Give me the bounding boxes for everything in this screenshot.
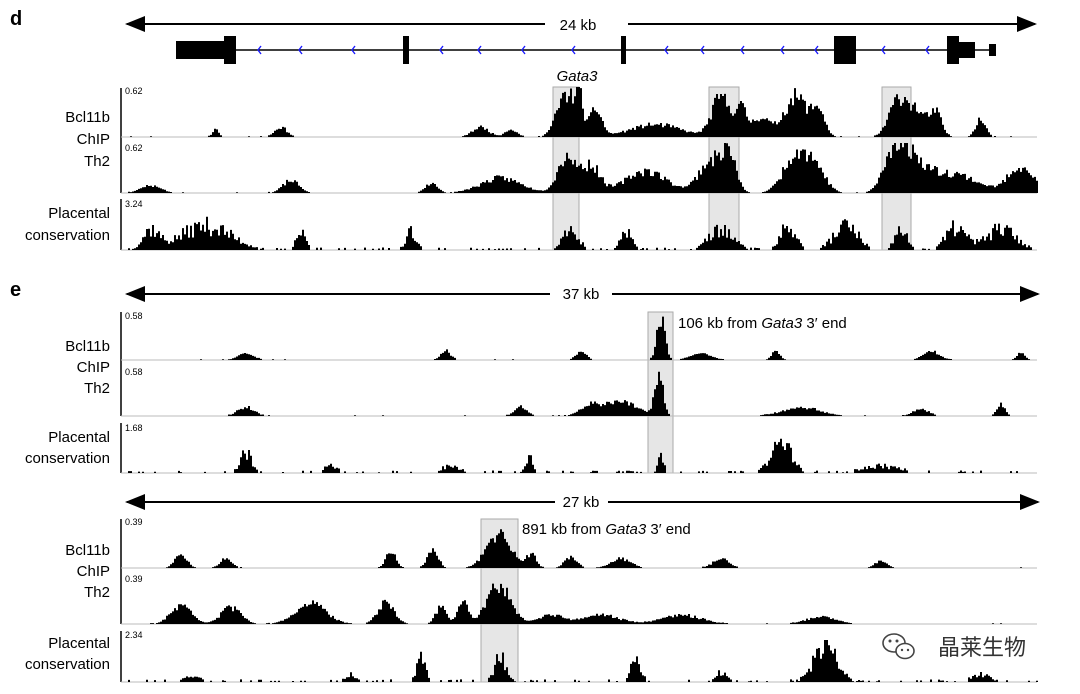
chevron-left-icon <box>521 45 526 55</box>
track-ymax: 2.34 <box>125 630 143 640</box>
track-label: Placental <box>48 205 110 222</box>
watermark-text: 晶莱生物 <box>938 636 1026 661</box>
th2-chip-signal-track <box>150 583 1002 624</box>
track-ymax: 0.39 <box>125 517 143 527</box>
scale-label: 27 kb <box>563 494 600 511</box>
chevron-left-icon <box>439 45 444 55</box>
track-label: ChIP <box>77 131 110 148</box>
bcl11b-chip-signal-track <box>200 316 1030 360</box>
signal-bars <box>128 438 1018 473</box>
track-label: conservation <box>25 227 110 244</box>
track-ymax: 1.68 <box>125 423 143 433</box>
intron-direction-arrows <box>257 45 930 55</box>
gene-name: Gata3 <box>557 68 599 85</box>
chevron-left-icon <box>257 45 262 55</box>
track-ymax: 0.62 <box>125 143 143 153</box>
signal-bars <box>150 583 1002 624</box>
chevron-left-icon <box>351 45 356 55</box>
track-ymax: 0.39 <box>125 574 143 584</box>
track-ymax: 3.24 <box>125 199 143 209</box>
track-label: conservation <box>25 656 110 673</box>
chevron-left-icon <box>298 45 303 55</box>
panel-e-27kb: 27 kb 891 kb from Gata3 3′ end Bcl11b Ch… <box>25 494 1040 683</box>
track-label: ChIP <box>77 359 110 376</box>
signal-bars <box>130 87 1012 137</box>
track-label: Placental <box>48 635 110 652</box>
panel-letter: d <box>10 8 22 30</box>
exon <box>621 36 626 64</box>
peak-annotation: 891 kb from Gata3 3′ end <box>522 521 691 538</box>
chevron-left-icon <box>881 45 886 55</box>
exon <box>176 41 224 59</box>
chevron-left-icon <box>740 45 745 55</box>
track-label: Placental <box>48 429 110 446</box>
signal-bars <box>128 143 1038 193</box>
exon <box>403 36 409 64</box>
chevron-left-icon <box>700 45 705 55</box>
exon <box>959 42 975 58</box>
chevron-left-icon <box>780 45 785 55</box>
chevron-left-icon <box>571 45 576 55</box>
scale-label: 37 kb <box>563 286 600 303</box>
signal-bars <box>128 216 1032 250</box>
th2-chip-signal-track <box>128 143 1038 193</box>
track-ymax: 0.62 <box>125 86 143 96</box>
exon <box>224 36 236 64</box>
scale-label: 24 kb <box>560 17 597 34</box>
track-label: Th2 <box>84 380 110 397</box>
signal-bars <box>200 316 1030 360</box>
highlight-regions <box>480 86 912 683</box>
track-label: Bcl11b <box>65 542 110 559</box>
chevron-left-icon <box>925 45 930 55</box>
track-label: Bcl11b <box>65 109 110 126</box>
bcl11b-chip-signal-track <box>130 87 1012 137</box>
track-label: Th2 <box>84 584 110 601</box>
chevron-left-icon <box>477 45 482 55</box>
peak-annotation: 106 kb from Gata3 3′ end <box>678 315 847 332</box>
track-ymax: 0.58 <box>125 367 143 377</box>
track-label: Bcl11b <box>65 338 110 355</box>
exon <box>947 36 959 64</box>
wechat-icon <box>882 633 915 660</box>
chevron-left-icon <box>664 45 669 55</box>
gene-model <box>176 36 996 64</box>
watermark: 晶莱生物 <box>882 633 1026 661</box>
track-ymax: 0.58 <box>125 311 143 321</box>
exon <box>834 36 856 64</box>
placental-conservation-track <box>128 438 1018 473</box>
track-label: Th2 <box>84 153 110 170</box>
chevron-left-icon <box>814 45 819 55</box>
placental-conservation-track <box>128 216 1032 250</box>
exon <box>989 44 996 56</box>
panel-d: d 24 kb Gata3 Bcl11b ChIP Th2 Placental … <box>10 8 1038 251</box>
signal-bars <box>228 371 1010 416</box>
panel-letter: e <box>10 279 21 301</box>
th2-chip-signal-track <box>228 371 1010 416</box>
track-label: ChIP <box>77 563 110 580</box>
panel-e-37kb: e 37 kb 106 kb from Gata3 3′ end Bcl11b … <box>10 279 1040 474</box>
track-label: conservation <box>25 450 110 467</box>
